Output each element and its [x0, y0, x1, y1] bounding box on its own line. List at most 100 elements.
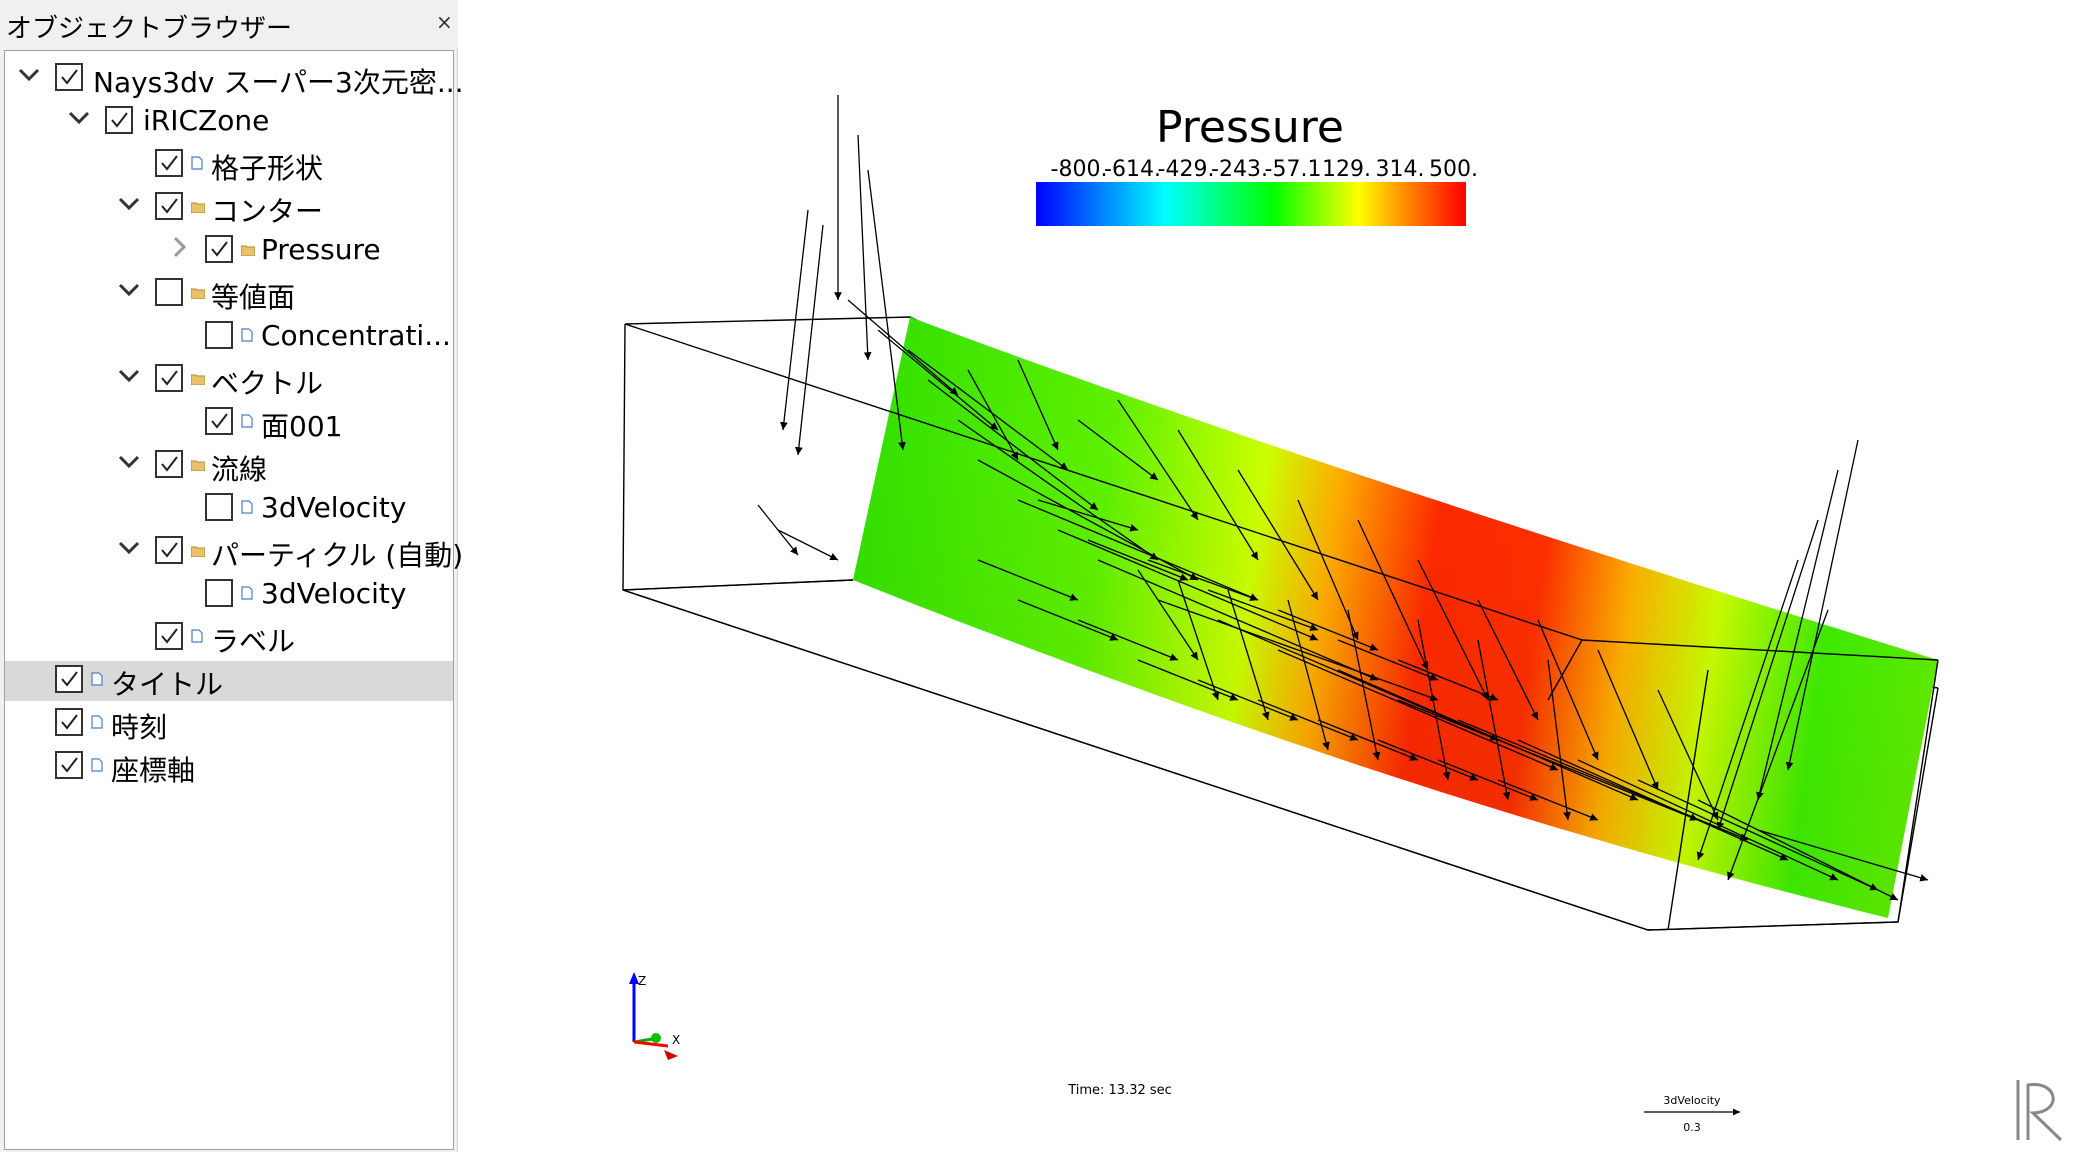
chevron-down-icon[interactable]	[117, 192, 141, 216]
chevron-down-icon[interactable]	[17, 63, 41, 87]
velocity-arrow	[1397, 659, 1499, 701]
tree-item-streamline-3dvelocity[interactable]: 3dVelocity	[5, 489, 453, 529]
folder-icon	[240, 241, 256, 257]
velocity-arrow	[780, 209, 809, 431]
tree-item-title[interactable]: タイトル	[5, 661, 453, 701]
velocity-arrow	[1207, 589, 1319, 631]
chevron-down-icon[interactable]	[117, 364, 141, 388]
tree-item-label: Nays3dv スーパー3次元密...	[93, 66, 464, 99]
velocity-arrow	[1017, 599, 1119, 641]
velocity-arrow	[1017, 499, 1259, 601]
visibility-checkbox[interactable]	[205, 235, 233, 263]
velocity-arrow	[1137, 659, 1239, 701]
visibility-checkbox[interactable]	[105, 106, 133, 134]
velocity-arrow	[1197, 679, 1299, 721]
visibility-checkbox[interactable]	[205, 493, 233, 521]
velocity-arrow	[1357, 519, 1429, 671]
chevron-down-icon[interactable]	[117, 536, 141, 560]
tree-item-plane001[interactable]: 面001	[5, 403, 453, 443]
close-icon[interactable]: ×	[436, 10, 453, 34]
visibility-checkbox[interactable]	[155, 450, 183, 478]
velocity-arrow	[1087, 539, 1189, 581]
document-icon	[91, 714, 103, 729]
visibility-checkbox[interactable]	[155, 536, 183, 564]
visibility-checkbox[interactable]	[155, 149, 183, 177]
visibility-checkbox[interactable]	[155, 192, 183, 220]
axis-triad: Z X	[629, 972, 680, 1060]
visibility-checkbox[interactable]	[55, 63, 83, 91]
tree-item-grid-shape[interactable]: 格子形状	[5, 145, 453, 185]
tree-item-particle-3dvelocity[interactable]: 3dVelocity	[5, 575, 453, 615]
tree-item-contour[interactable]: コンター	[5, 188, 453, 228]
panel-header: オブジェクトブラウザー ×	[0, 0, 458, 48]
velocity-arrow	[957, 419, 1159, 561]
3d-viewport[interactable]: Pressure -800. -614. -429. -243. -57.1 129. 31…	[458, 0, 2093, 1152]
tree-item-label: コンター	[211, 195, 324, 228]
velocity-arrow	[1077, 419, 1159, 481]
tree-item-label: 3dVelocity	[261, 577, 407, 610]
velocity-arrow	[847, 299, 959, 396]
visibility-checkbox[interactable]	[55, 665, 83, 693]
tree-item-time[interactable]: 時刻	[5, 704, 453, 744]
velocity-arrow	[1477, 639, 1511, 801]
velocity-arrow	[1477, 599, 1539, 721]
velocity-arrow	[857, 134, 872, 361]
velocity-arrow	[1337, 669, 1639, 801]
chevron-down-icon[interactable]	[117, 278, 141, 302]
visibility-checkbox[interactable]	[155, 364, 183, 392]
legend-colorbar	[1036, 182, 1466, 226]
velocity-arrow	[1177, 429, 1259, 561]
visibility-checkbox[interactable]	[155, 278, 183, 306]
tree-item-nays3dv[interactable]: Nays3dv スーパー3次元密...	[5, 59, 464, 99]
tree-item-concentration[interactable]: Concentrati...	[5, 317, 453, 357]
tree-item-label[interactable]: ラベル	[5, 618, 453, 658]
legend-tick-label: 314.	[1376, 157, 1425, 182]
chevron-right-icon[interactable]	[167, 235, 191, 259]
visibility-checkbox[interactable]	[55, 708, 83, 736]
velocity-arrow	[1077, 619, 1179, 661]
velocity-arrow	[1137, 569, 1199, 661]
tree-item-streamline[interactable]: 流線	[5, 446, 453, 486]
object-tree[interactable]: Nays3dv スーパー3次元密... iRICZone 格子形状コンター Press…	[4, 50, 464, 1150]
document-icon	[91, 671, 103, 686]
velocity-arrow	[1297, 499, 1359, 641]
velocity-arrow	[1057, 529, 1319, 641]
velocity-arrow	[1257, 699, 1359, 741]
visibility-checkbox[interactable]	[205, 407, 233, 435]
velocity-arrow	[1227, 589, 1270, 721]
time-label: Time: 13.32 sec	[1067, 1083, 1172, 1098]
tree-item-label: 格子形状	[211, 152, 324, 185]
document-icon	[241, 499, 253, 514]
tree-item-label: iRICZone	[143, 104, 270, 137]
document-icon	[91, 757, 103, 772]
tree-item-particle-auto[interactable]: パーティクル (自動)	[5, 532, 463, 572]
iric-logo-icon	[2016, 1080, 2063, 1142]
velocity-arrow	[1437, 759, 1539, 801]
tree-item-pressure[interactable]: Pressure	[5, 231, 453, 271]
visibility-checkbox[interactable]	[155, 622, 183, 650]
velocity-arrow	[1697, 799, 1899, 901]
object-browser-panel: オブジェクトブラウザー × Nays3dv スーパー3次元密... iRICZon…	[0, 0, 464, 1152]
tree-item-isosurface[interactable]: 等値面	[5, 274, 453, 314]
tree-item-axes[interactable]: 座標軸	[5, 747, 453, 787]
tree-item-label: 座標軸	[111, 754, 196, 787]
velocity-arrow	[1157, 599, 1439, 702]
legend-tick-label: -429.	[1158, 157, 1215, 182]
tree-item-label: Concentrati...	[261, 319, 451, 352]
visibility-checkbox[interactable]	[55, 751, 83, 779]
chevron-down-icon[interactable]	[117, 450, 141, 474]
velocity-arrow	[977, 559, 1079, 601]
visibility-checkbox[interactable]	[205, 579, 233, 607]
legend-tick-label: 129.	[1322, 157, 1371, 182]
tree-item-iriczone[interactable]: iRICZone	[5, 102, 453, 142]
visibility-checkbox[interactable]	[205, 321, 233, 349]
velocity-arrow	[1497, 779, 1599, 821]
tree-item-vector[interactable]: ベクトル	[5, 360, 453, 400]
velocity-arrow	[1417, 559, 1489, 701]
tree-item-label: ラベル	[211, 625, 296, 658]
velocity-arrow	[1147, 559, 1259, 601]
velocity-arrow	[1727, 609, 1829, 881]
folder-icon	[190, 284, 206, 300]
chevron-down-icon[interactable]	[67, 106, 91, 130]
axis-x-label: X	[672, 1033, 680, 1047]
